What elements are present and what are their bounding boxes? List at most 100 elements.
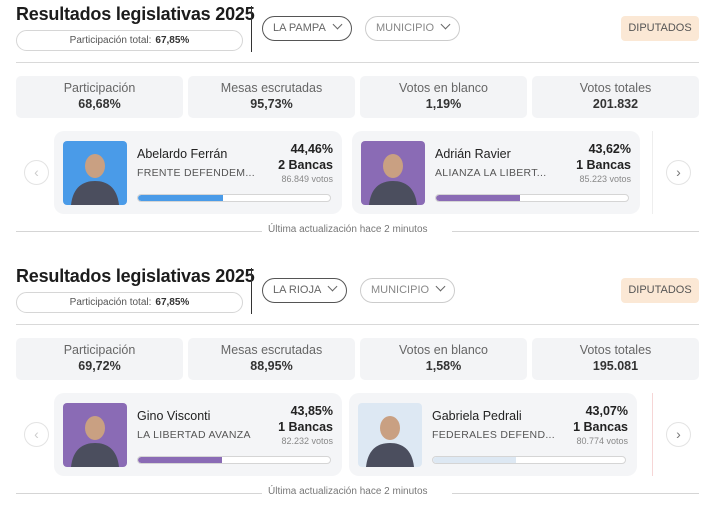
- footer-line-left: [16, 493, 262, 494]
- stat-participacion: Participación 69,72%: [16, 338, 183, 380]
- municipio-select[interactable]: MUNICIPIO: [365, 16, 461, 41]
- vote-progress-bar: [435, 194, 629, 202]
- stats-row: Participación 69,72% Mesas escrutadas 88…: [16, 338, 699, 380]
- province-select-value: LA PAMPA: [273, 22, 326, 34]
- footer-line-left: [16, 231, 262, 232]
- candidate-name: Gino Visconti: [137, 409, 211, 423]
- municipio-select[interactable]: MUNICIPIO: [360, 278, 456, 303]
- stat-votos-en-blanco: Votos en blanco 1,58%: [360, 338, 527, 380]
- section-divider: [16, 324, 699, 325]
- widget-title: Resultados legislativas 2025: [16, 266, 255, 286]
- candidate-party: ALIANZA LA LIBERT...: [435, 167, 547, 179]
- chevron-down-icon: [332, 19, 343, 30]
- candidates-carousel: ‹ Abelardo Ferrán FRENTE DEFENDEM... 44,…: [0, 130, 703, 216]
- candidate-votes: 85.223 votos: [579, 174, 631, 184]
- next-card-peek: [652, 393, 662, 476]
- results-widget-la-rioja: Resultados legislativas 2025 Participaci…: [0, 262, 703, 497]
- candidate-name: Abelardo Ferrán: [137, 147, 228, 161]
- stats-row: Participación 68,68% Mesas escrutadas 95…: [16, 76, 699, 118]
- stat-value: 1,58%: [425, 359, 462, 373]
- candidate-photo: [63, 141, 127, 205]
- candidate-name: Gabriela Pedrali: [432, 409, 522, 423]
- candidate-party: FRENTE DEFENDEM...: [137, 167, 255, 179]
- chamber-badge[interactable]: DIPUTADOS: [621, 16, 699, 41]
- stat-label: Participación: [63, 343, 136, 357]
- last-update-text: Última actualización hace 2 minutos: [268, 486, 428, 497]
- stat-label: Votos en blanco: [399, 81, 488, 95]
- candidate-seats: 1 Bancas: [278, 420, 333, 434]
- participation-total-value: 67,85%: [155, 297, 190, 308]
- person-silhouette-icon: [71, 154, 119, 205]
- stat-votos-totales: Votos totales 201.832: [532, 76, 699, 118]
- section-divider: [16, 62, 699, 63]
- header-divider: [251, 268, 252, 314]
- participation-total-pill: Participación total: 67,85%: [16, 292, 243, 313]
- candidate-card[interactable]: Adrián Ravier ALIANZA LA LIBERT... 43,62…: [352, 131, 640, 214]
- vote-progress-bar: [137, 456, 331, 464]
- widget-header: Resultados legislativas 2025 Participaci…: [0, 0, 703, 60]
- next-card-peek: [652, 131, 662, 214]
- widget-header: Resultados legislativas 2025 Participaci…: [0, 262, 703, 322]
- chevron-down-icon: [440, 19, 451, 30]
- participation-total-label: Participación total:: [69, 297, 152, 308]
- province-select[interactable]: LA PAMPA: [262, 16, 352, 41]
- vote-progress-fill: [433, 457, 516, 463]
- candidate-photo: [358, 403, 422, 467]
- chevron-down-icon: [435, 281, 446, 292]
- municipio-select-value: MUNICIPIO: [371, 284, 430, 296]
- candidate-card[interactable]: Gabriela Pedrali FEDERALES DEFEND... 43,…: [349, 393, 637, 476]
- last-update-footer: Última actualización hace 2 minutos: [16, 486, 699, 500]
- stat-value: 88,95%: [250, 359, 293, 373]
- results-widget-la-pampa: Resultados legislativas 2025 Participaci…: [0, 0, 703, 235]
- candidate-percent: 43,62%: [588, 142, 631, 156]
- stat-mesas-escrutadas: Mesas escrutadas 88,95%: [188, 338, 355, 380]
- candidate-percent: 43,85%: [290, 404, 333, 418]
- person-silhouette-icon: [71, 416, 119, 467]
- stat-votos-en-blanco: Votos en blanco 1,19%: [360, 76, 527, 118]
- carousel-next-button[interactable]: ›: [666, 160, 691, 185]
- province-select[interactable]: LA RIOJA: [262, 278, 348, 303]
- vote-progress-fill: [138, 457, 223, 463]
- last-update-text: Última actualización hace 2 minutos: [268, 224, 428, 235]
- participation-total-pill: Participación total: 67,85%: [16, 30, 243, 51]
- candidate-card[interactable]: Gino Visconti LA LIBERTAD AVANZA 43,85% …: [54, 393, 342, 476]
- candidate-name: Adrián Ravier: [435, 147, 511, 161]
- header-divider: [251, 6, 252, 52]
- stat-label: Mesas escrutadas: [220, 343, 323, 357]
- stat-label: Votos totales: [579, 343, 652, 357]
- stat-value: 195.081: [592, 359, 639, 373]
- candidate-seats: 2 Bancas: [278, 158, 333, 172]
- candidate-photo: [63, 403, 127, 467]
- carousel-prev-button[interactable]: ‹: [24, 422, 49, 447]
- candidate-votes: 80.774 votos: [576, 436, 628, 446]
- vote-progress-fill: [138, 195, 224, 201]
- candidate-votes: 82.232 votos: [281, 436, 333, 446]
- stat-value: 69,72%: [78, 359, 121, 373]
- candidate-seats: 1 Bancas: [573, 420, 628, 434]
- province-select-value: LA RIOJA: [273, 284, 322, 296]
- candidates-carousel: ‹ Gino Visconti LA LIBERTAD AVANZA 43,85…: [0, 392, 703, 478]
- stat-label: Votos en blanco: [399, 343, 488, 357]
- person-silhouette-icon: [369, 154, 417, 205]
- vote-progress-bar: [137, 194, 331, 202]
- stat-value: 95,73%: [250, 97, 293, 111]
- candidate-votes: 86.849 votos: [281, 174, 333, 184]
- stat-label: Votos totales: [579, 81, 652, 95]
- participation-total-value: 67,85%: [155, 35, 190, 46]
- widget-title: Resultados legislativas 2025: [16, 4, 255, 24]
- candidate-card[interactable]: Abelardo Ferrán FRENTE DEFENDEM... 44,46…: [54, 131, 342, 214]
- carousel-next-button[interactable]: ›: [666, 422, 691, 447]
- municipio-select-value: MUNICIPIO: [376, 22, 435, 34]
- chamber-badge[interactable]: DIPUTADOS: [621, 278, 699, 303]
- candidate-party: LA LIBERTAD AVANZA: [137, 429, 251, 441]
- stat-mesas-escrutadas: Mesas escrutadas 95,73%: [188, 76, 355, 118]
- footer-line-right: [452, 231, 699, 232]
- candidate-seats: 1 Bancas: [576, 158, 631, 172]
- stat-value: 201.832: [592, 97, 639, 111]
- carousel-prev-button[interactable]: ‹: [24, 160, 49, 185]
- footer-line-right: [452, 493, 699, 494]
- stat-participacion: Participación 68,68%: [16, 76, 183, 118]
- stat-votos-totales: Votos totales 195.081: [532, 338, 699, 380]
- stat-label: Participación: [63, 81, 136, 95]
- candidate-photo: [361, 141, 425, 205]
